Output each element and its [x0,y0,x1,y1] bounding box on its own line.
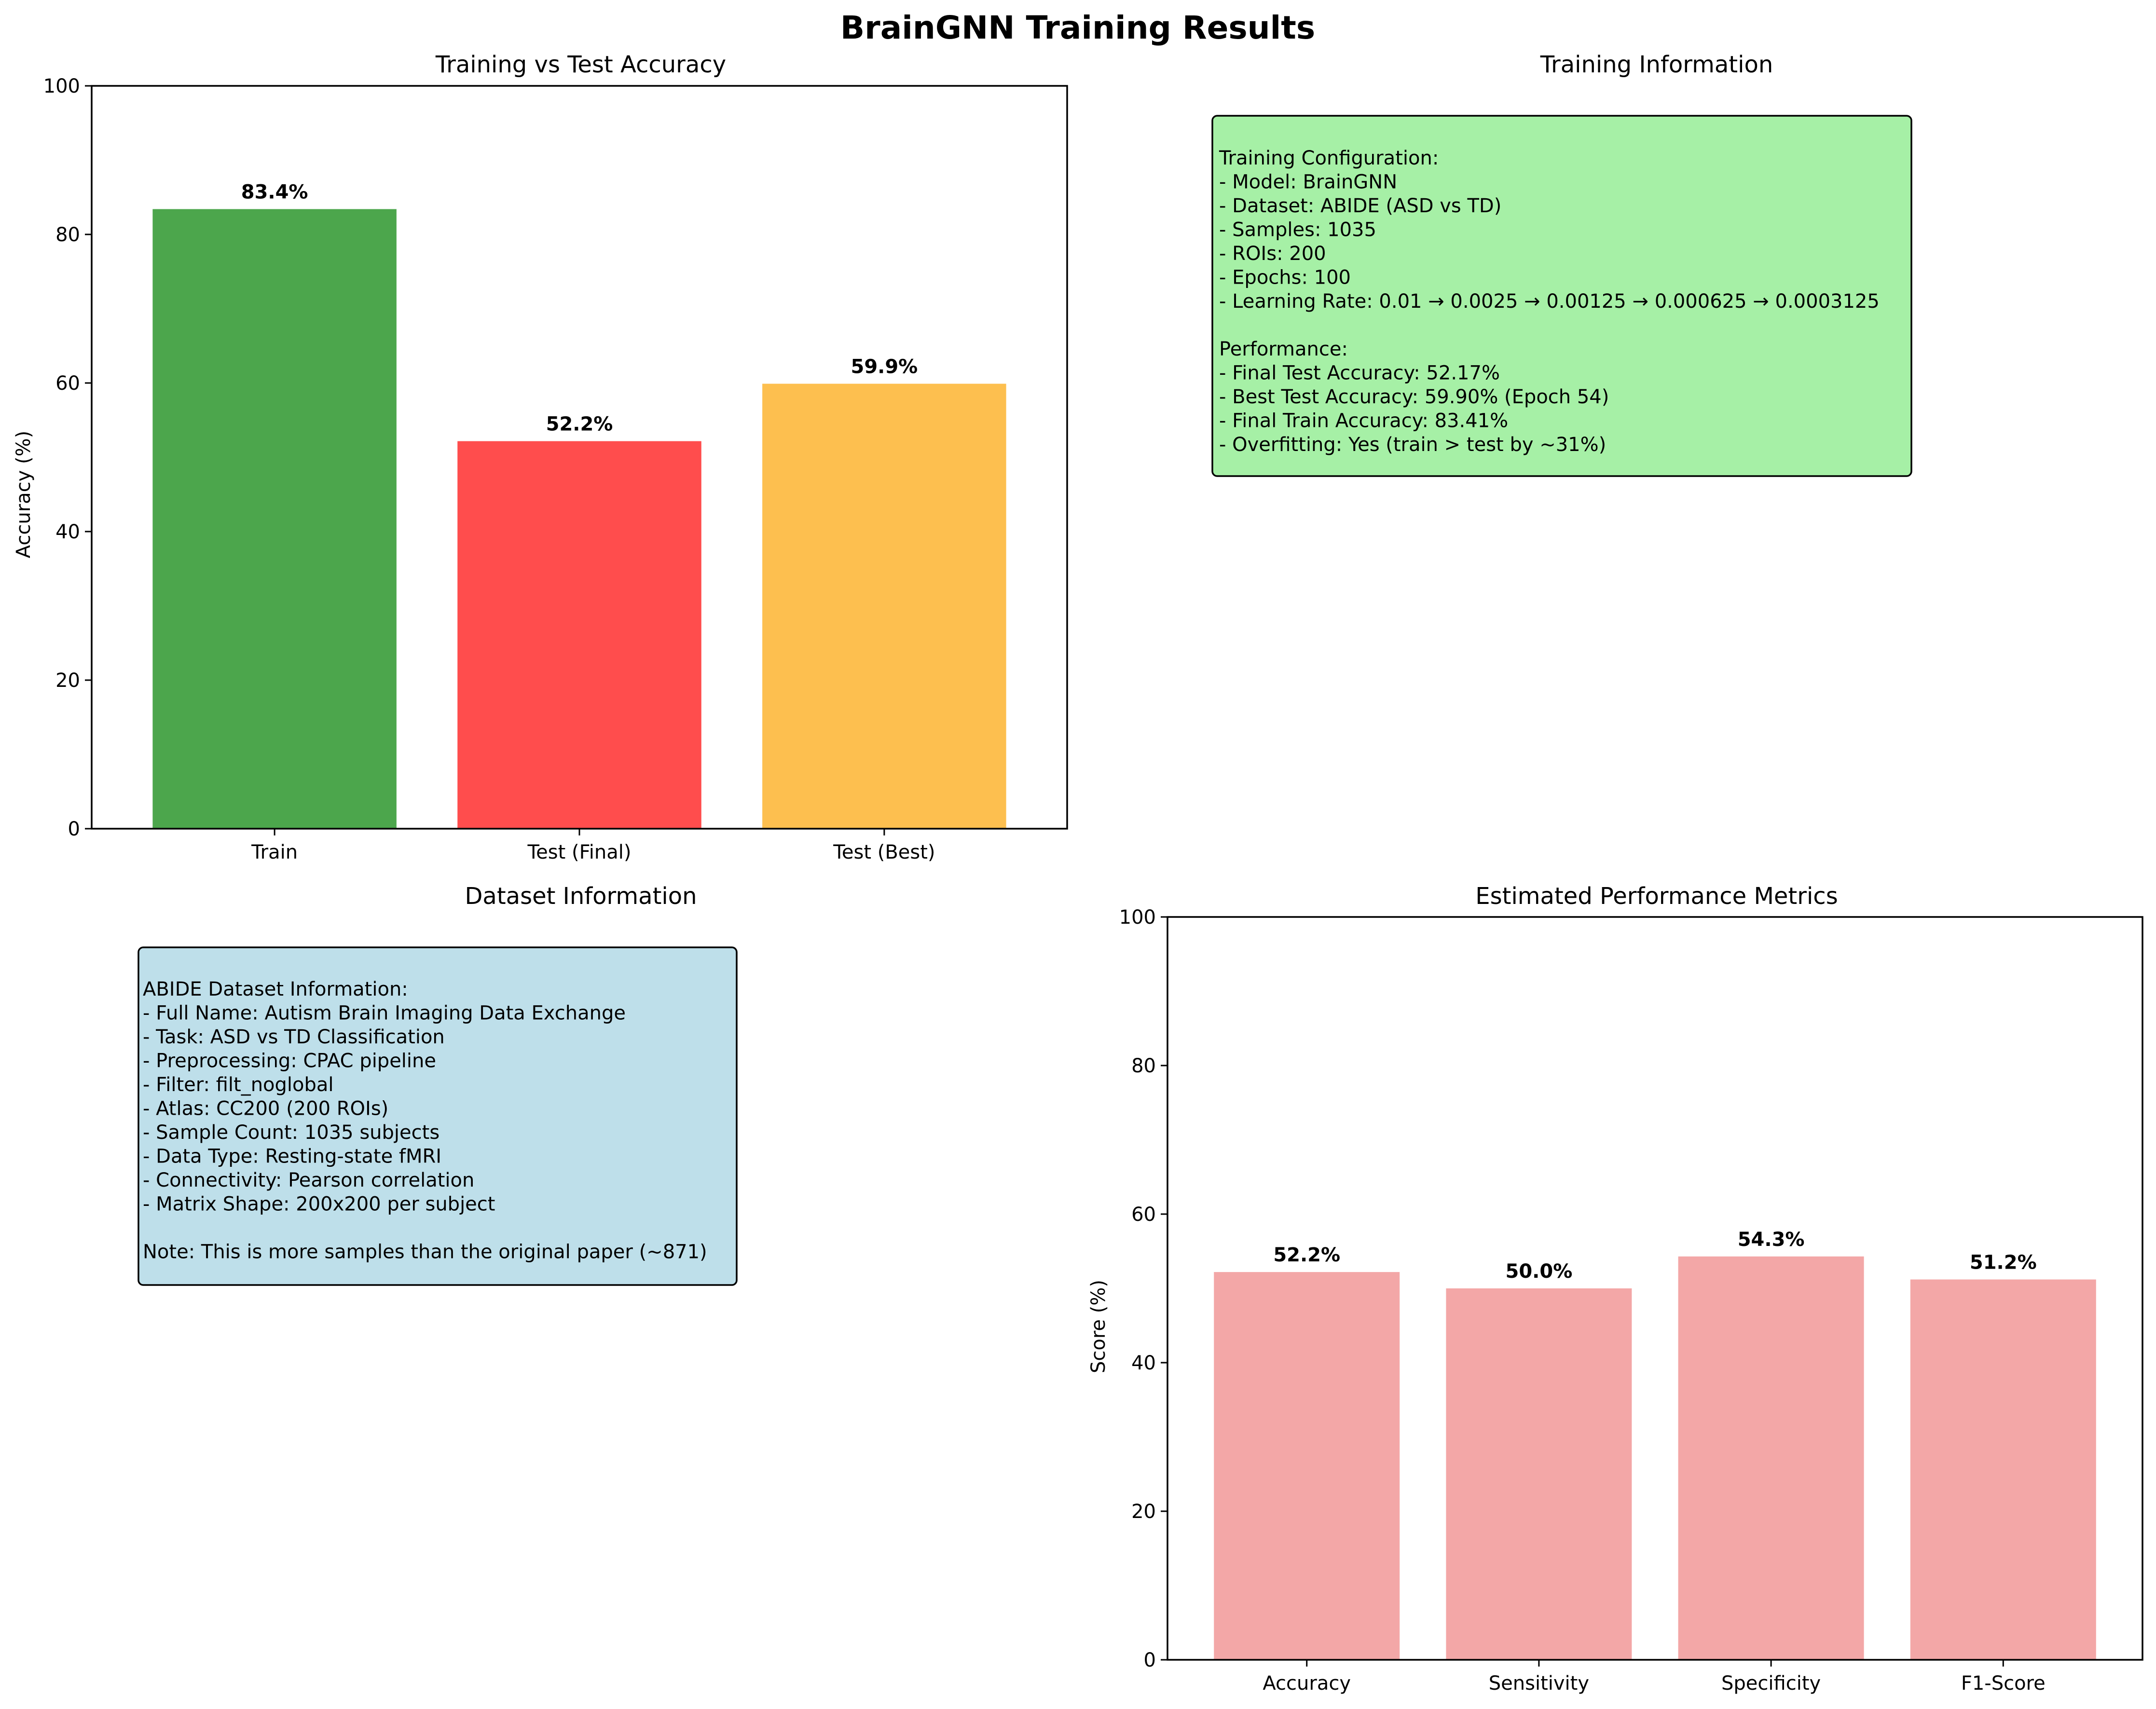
dataset-info-lines: ABIDE Dataset Information:- Full Name: A… [143,978,707,1263]
accuracy-chart-bars: 83.4% 52.2% 59.9% [152,181,1006,829]
metrics-chart-xtick-label: Sensitivity [1489,1672,1589,1695]
metrics-chart-data-label: 54.3% [1738,1229,1805,1251]
accuracy-chart-ytick-label: 40 [55,521,80,543]
accuracy-chart-data-label: 83.4% [241,181,308,203]
metrics-chart-data-label: 50.0% [1506,1260,1573,1283]
accuracy-chart-data-label: 59.9% [851,356,918,378]
training-info-line: Training Configuration: [1219,147,1439,169]
dataset-info-line: ABIDE Dataset Information: [143,978,408,1000]
metrics-chart-data-label: 52.2% [1273,1244,1340,1266]
accuracy-chart-bar [152,209,397,829]
dataset-info-line: - Task: ASD vs TD Classification [143,1026,445,1048]
metrics-chart: Estimated Performance Metrics 52.2% 50.0%… [1087,883,2143,1695]
training-info-line: - ROIs: 200 [1219,243,1326,265]
dataset-info-line: - Data Type: Resting-state fMRI [143,1146,441,1168]
accuracy-chart-bar [457,441,701,829]
accuracy-chart-title: Training vs Test Accuracy [435,51,726,78]
training-info-line: - Dataset: ABIDE (ASD vs TD) [1219,195,1501,217]
training-info-box [1211,115,1912,477]
accuracy-chart-xtick-label: Test (Final) [527,841,632,863]
metrics-chart-title: Estimated Performance Metrics [1475,883,1838,910]
dataset-info-title: Dataset Information [465,883,697,910]
dataset-info-line: - Atlas: CC200 (200 ROIs) [143,1098,388,1120]
accuracy-chart-xtick-label: Train [251,841,298,863]
metrics-chart-xtick-label: Accuracy [1263,1672,1351,1695]
training-info-line: - Model: BrainGNN [1219,171,1397,193]
training-info-lines: Training Configuration:- Model: BrainGNN… [1219,147,1880,456]
metrics-chart-bar [1214,1272,1400,1660]
metrics-chart-ytick-label: 0 [1144,1649,1156,1671]
metrics-chart-ytick-label: 80 [1131,1055,1156,1077]
metrics-chart-ytick-label: 100 [1119,906,1156,929]
figure-title: BrainGNN Training Results [840,9,1315,46]
dataset-info-line: - Preprocessing: CPAC pipeline [143,1050,436,1072]
accuracy-chart-ytick-label: 100 [43,75,80,97]
metrics-chart-axes: 0 20 40 60 80 100 Accuracy Sensitivity Specifici… [1119,906,2143,1695]
metrics-chart-ytick-label: 60 [1131,1203,1156,1226]
training-info-line: - Final Test Accuracy: 52.17% [1219,362,1500,384]
accuracy-chart-ytick-label: 20 [55,670,80,692]
metrics-chart-xtick-label: F1-Score [1961,1672,2046,1695]
dataset-info-line: - Connectivity: Pearson correlation [143,1169,474,1191]
training-info-line: - Samples: 1035 [1219,219,1376,241]
training-info-line: Performance: [1219,338,1348,360]
training-info-line: - Epochs: 100 [1219,267,1351,289]
accuracy-chart-ylabel: Accuracy (%) [13,431,35,559]
dataset-info-line: - Matrix Shape: 200x200 per subject [143,1193,495,1216]
dataset-info-line: Note: This is more samples than the orig… [143,1241,707,1263]
accuracy-chart-ytick-label: 0 [68,818,80,840]
metrics-chart-ytick-label: 20 [1131,1501,1156,1523]
metrics-chart-bar [1910,1279,2096,1660]
metrics-chart-xtick-label: Specificity [1721,1672,1821,1695]
metrics-chart-ylabel: Score (%) [1087,1280,1110,1373]
training-info-line: - Best Test Accuracy: 59.90% (Epoch 54) [1219,386,1609,408]
accuracy-chart-xtick-label: Test (Best) [833,841,935,863]
metrics-chart-bar [1446,1288,1632,1660]
training-info-panel: Training Information Training Configurat… [1211,51,1912,477]
dataset-info-line: - Full Name: Autism Brain Imaging Data E… [143,1002,626,1025]
dataset-info-box [137,946,738,1286]
training-info-line: - Learning Rate: 0.01 → 0.0025 → 0.00125… [1219,290,1880,313]
training-info-line: - Overfitting: Yes (train > test by ~31%… [1219,434,1606,456]
metrics-chart-bars: 52.2% 50.0% 54.3% 51.2% [1214,1229,2096,1660]
training-info-title: Training Information [1540,51,1773,78]
metrics-chart-ytick-label: 40 [1131,1352,1156,1374]
dataset-info-line: - Sample Count: 1035 subjects [143,1121,439,1144]
accuracy-chart-axes: 0 20 40 60 80 100 Train Test (Final) Test (Best) [43,75,1068,863]
accuracy-chart-ytick-label: 60 [55,372,80,395]
accuracy-chart: Training vs Test Accuracy 83.4% 52.2% 59.9… [13,51,1068,863]
accuracy-chart-data-label: 52.2% [546,413,613,436]
training-info-line: - Final Train Accuracy: 83.41% [1219,410,1508,432]
dataset-info-line: - Filter: filt_noglobal [143,1074,334,1096]
metrics-chart-bar [1678,1256,1864,1660]
metrics-chart-data-label: 51.2% [1970,1252,2037,1274]
accuracy-chart-ytick-label: 80 [55,224,80,246]
dataset-info-panel: Dataset Information ABIDE Dataset Inform… [137,883,738,1286]
accuracy-chart-bar [762,383,1006,829]
metrics-chart-frame [1167,916,2143,1661]
